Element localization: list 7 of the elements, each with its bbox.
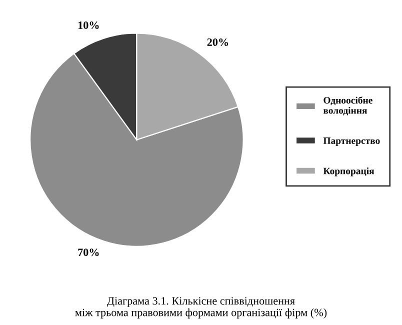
legend-label: Одноосібне володіння [323,96,372,116]
legend-label: Партнерство [323,138,380,146]
text: Діаграма 3.1. Кількісне співвідношення між трьома правовими формами організації фірм (%) [75,297,327,318]
legend-label: Корпорація [323,167,374,176]
data-label: 20% [207,38,228,46]
data-label: 10% [78,21,99,30]
data-label: 70% [78,248,99,256]
